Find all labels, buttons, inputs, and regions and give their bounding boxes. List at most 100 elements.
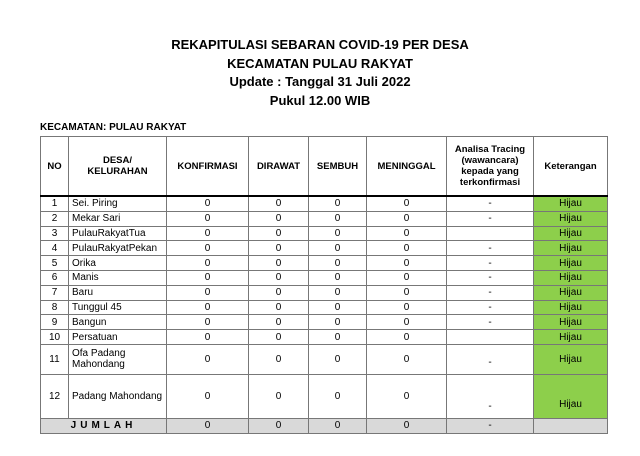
row-no: 8 (40, 299, 69, 316)
row-no: 5 (40, 255, 69, 271)
tracing: - (446, 299, 534, 316)
deceased: 0 (366, 210, 447, 227)
row-no: 1 (40, 195, 69, 212)
column-header: SEMBUH (308, 136, 367, 197)
status: Hijau (533, 210, 608, 227)
tracing: - (446, 343, 534, 375)
district-label: KECAMATAN: PULAU RAKYAT (40, 122, 187, 133)
deceased: 0 (366, 343, 447, 375)
table-row: 5 Orika 0 0 0 0- Hijau (40, 255, 608, 271)
deceased: 0 (366, 240, 447, 257)
table-row: 1 Sei. Piring 0 0 0 0- Hijau (40, 195, 608, 212)
update-time: Pukul 12.00 WIB (269, 93, 371, 108)
status: Hijau (533, 255, 608, 271)
deceased: 0 (366, 373, 447, 419)
column-header: NO (40, 136, 69, 197)
treated: 0 (248, 195, 309, 212)
row-no: 3 (40, 225, 69, 242)
column-header: DIRAWAT (248, 136, 309, 197)
tracing: - (446, 255, 534, 271)
recovered: 0 (308, 240, 367, 257)
row-no: 6 (40, 269, 69, 286)
treated: 0 (248, 299, 309, 316)
treated: 0 (248, 255, 309, 271)
status: Hijau (533, 284, 608, 301)
recovered: 0 (308, 195, 367, 212)
recovered: 0 (308, 343, 367, 375)
status: Hijau (533, 373, 608, 419)
village-name: Mekar Sari (68, 210, 167, 227)
village-name: Orika (68, 255, 167, 271)
report-title: REKAPITULASI SEBARAN COVID-19 PER DESA (171, 37, 469, 52)
village-name: Manis (68, 269, 167, 286)
row-no: 9 (40, 314, 69, 331)
tracing: - (446, 210, 534, 227)
village-name: Baru (68, 284, 167, 301)
district-title: KECAMATAN PULAU RAKYAT (227, 56, 413, 71)
recovered: 0 (308, 269, 367, 286)
tracing: - (446, 373, 534, 419)
confirmed: 0 (166, 255, 249, 271)
recovered: 0 (308, 299, 367, 316)
recovered: 0 (308, 373, 367, 419)
recovered: 0 (308, 314, 367, 331)
covid-table: NO DESA/ KELURAHAN KONFIRMASI DIRAWAT SEMBUH… (40, 136, 608, 434)
status: Hijau (533, 225, 608, 242)
row-no: 10 (40, 329, 69, 345)
row-no: 12 (40, 373, 69, 419)
column-header: MENINGGAL (366, 136, 447, 197)
status: Hijau (533, 240, 608, 257)
status: Hijau (533, 329, 608, 345)
treated: 0 (248, 343, 309, 375)
table-row: 3 PulauRakyatTua 0 0 0 0 Hijau (40, 225, 608, 242)
total-value: 0 (308, 417, 367, 434)
deceased: 0 (366, 284, 447, 301)
village-name: Persatuan (68, 329, 167, 345)
deceased: 0 (366, 225, 447, 242)
confirmed: 0 (166, 314, 249, 331)
table-row: 7 Baru 0 0 0 0- Hijau (40, 284, 608, 301)
village-name: Bangun (68, 314, 167, 331)
tracing: - (446, 284, 534, 301)
row-no: 2 (40, 210, 69, 227)
village-name: PulauRakyatTua (68, 225, 167, 242)
treated: 0 (248, 284, 309, 301)
village-name: Ofa Padang Mahondang (68, 343, 167, 375)
total-row: JUMLAH 0 0 0 0- (40, 417, 608, 434)
status: Hijau (533, 299, 608, 316)
village-name: Tunggul 45 (68, 299, 167, 316)
total-value: 0 (166, 417, 249, 434)
confirmed: 0 (166, 225, 249, 242)
treated: 0 (248, 373, 309, 419)
deceased: 0 (366, 329, 447, 345)
row-no: 7 (40, 284, 69, 301)
deceased: 0 (366, 299, 447, 316)
status: Hijau (533, 343, 608, 375)
tracing: - (446, 240, 534, 257)
confirmed: 0 (166, 343, 249, 375)
confirmed: 0 (166, 329, 249, 345)
recovered: 0 (308, 255, 367, 271)
column-header: KONFIRMASI (166, 136, 249, 197)
table-row: 2 Mekar Sari 0 0 0 0- Hijau (40, 210, 608, 227)
total-value (533, 417, 608, 434)
total-value: - (446, 417, 534, 434)
treated: 0 (248, 210, 309, 227)
total-value: 0 (248, 417, 309, 434)
table-row: 6 Manis 0 0 0 0- Hijau (40, 269, 608, 286)
treated: 0 (248, 269, 309, 286)
recovered: 0 (308, 225, 367, 242)
tracing: - (446, 269, 534, 286)
total-value: 0 (366, 417, 447, 434)
deceased: 0 (366, 195, 447, 212)
confirmed: 0 (166, 284, 249, 301)
deceased: 0 (366, 269, 447, 286)
total-label: JUMLAH (40, 417, 167, 434)
treated: 0 (248, 225, 309, 242)
confirmed: 0 (166, 373, 249, 419)
status: Hijau (533, 195, 608, 212)
table-row: 11 Ofa Padang Mahondang 0 0 0 0- Hijau (40, 343, 608, 375)
table-row: 8 Tunggul 45 0 0 0 0- Hijau (40, 299, 608, 316)
deceased: 0 (366, 314, 447, 331)
recovered: 0 (308, 210, 367, 227)
